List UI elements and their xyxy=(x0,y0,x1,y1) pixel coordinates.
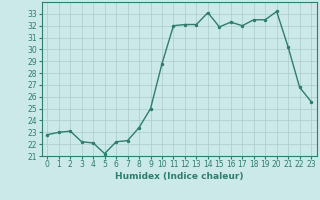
X-axis label: Humidex (Indice chaleur): Humidex (Indice chaleur) xyxy=(115,172,244,181)
